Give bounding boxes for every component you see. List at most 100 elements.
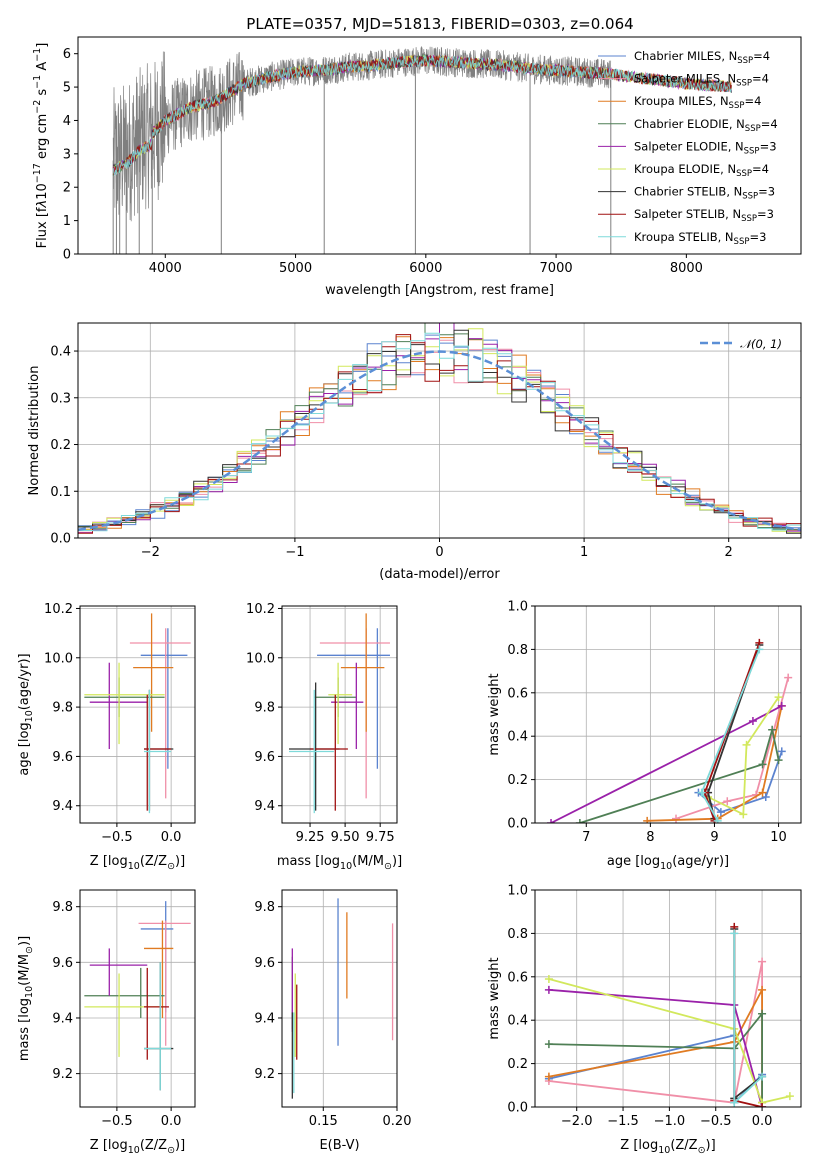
weight-series-line [548,1011,763,1107]
weight-point-marker [723,797,732,806]
errorbar-point [89,948,148,996]
errorbar-point [133,613,174,732]
y-axis-label: age [log10(age/yr)] [17,653,35,775]
legend-text: Chabrier MILES, N [634,49,737,63]
x-tick-label: 9.75 [366,830,395,845]
weight-series-line [548,978,791,1104]
residuals-marks [78,323,801,534]
y-tick-label: 1 [63,214,71,229]
x-axis-label: Z [log10(Z/Z⊙)] [90,1138,185,1156]
errorbar-point [144,920,174,1018]
spectrum-marks [112,46,732,254]
legend-text: Kroupa MILES, N [634,94,729,108]
legend-subscript: SSP [741,214,757,224]
errorbar-point [340,613,385,732]
weight-point-marker [785,1092,794,1101]
weight-series-line [707,696,780,816]
label-part: 10 [24,710,35,722]
y-tick-label: 1.0 [507,884,528,899]
label-part: )] [175,854,185,869]
y-axis-label: Flux [fλ10−17 erg cm−2 s−1 A−1] [32,43,50,249]
label-part: λ [35,200,50,209]
mass-vs-EBV-panel: 0.15 0.20 9.2 9.4 9.6 9.8 E(B-V) [254,889,411,1153]
mass-vs-Z-panel: −0.5 0.09.29.49.69.8Z [log10(Z/Z⊙)]mass [… [17,889,196,1156]
y-axis-label: mass weight [487,957,502,1039]
age-vs-mass-panel: 9.25 9.50 9.75 9.4 9.6 9.8 10.0 10.2 mass [log10… [246,602,402,872]
y-tick-label: 9.8 [254,701,275,716]
spectrum-title: PLATE=0357, MJD=51813, FIBERID=0303, z=0… [246,15,633,33]
weight-point-marker [730,929,739,938]
label-part: Z [log [620,1138,658,1153]
label-part: s [35,89,50,100]
x-axis-label: (data-model)/error [379,567,500,582]
model-spectrum-line [112,54,732,177]
weight-series-line [579,729,780,823]
label-part: 10 [35,183,50,200]
x-tick-label: 0.0 [752,1114,773,1129]
weight-point-marker [758,1103,767,1107]
label-part: ⊙ [384,861,392,872]
legend-entry: Kroupa STELIB, NSSP=3 [634,230,766,247]
y-tick-label: 9.4 [52,799,73,814]
residual-legend: 𝒩(0, 1) [700,337,782,351]
spectrum-panel: 4000 5000 6000 7000 8000 0 1 2 3 4 5 6 wavelength [A… [32,36,802,298]
y-tick-label: 3 [63,147,71,162]
legend-subscript: SSP [737,56,753,66]
weight-point-marker [575,819,584,823]
x-tick-label: 2 [725,545,733,560]
x-axis-label: age [log10(age/yr)] [607,854,729,872]
label-part: ⊙ [24,946,35,954]
y-tick-label: 10.0 [246,651,275,666]
legend-text: Chabrier STELIB, N [634,185,742,199]
axes-frame [281,605,398,824]
weight-point-marker [758,760,767,769]
axes-frame [534,605,802,824]
label-part: ⊙ [167,861,175,872]
x-axis-label: Z [log10(Z/Z⊙)] [620,1138,715,1156]
x-tick-label: 0.15 [309,1114,338,1129]
x-tick-label: −2.0 [561,1114,593,1129]
mass-vs-EBV-marks [291,898,394,1099]
legend-text: Kroupa ELODIE, N [634,162,736,176]
y-tick-label: 0 [63,248,71,263]
y-tick-label: 0.2 [507,773,528,788]
y-tick-label: 0.1 [50,485,71,500]
x-tick-label: 6000 [409,261,442,276]
weight-point-marker [768,725,777,734]
legend-entry: Salpeter MILES, NSSP=4 [634,72,769,89]
y-tick-label: 9.8 [52,701,73,716]
y-tick-label: 10.0 [44,651,73,666]
weight-point-marker [748,717,757,726]
legend-entry: Kroupa ELODIE, NSSP=4 [634,162,769,179]
y-axis-label: Normed distribution [27,366,42,496]
weight-series-line [675,677,790,820]
y-tick-label: 10.2 [246,602,275,617]
legend-entry: Chabrier ELODIE, NSSP=4 [634,117,778,134]
weight-point-marker [739,810,748,819]
legend-entry: Chabrier STELIB, NSSP=3 [634,185,775,202]
legend-text: =4 [752,162,769,176]
y-tick-label: 0.8 [507,643,528,658]
legend-subscript: SSP [736,79,752,89]
axes-frame [534,889,802,1108]
y-tick-label: 9.4 [254,799,275,814]
errorbar-point [144,967,169,1060]
y-tick-label: 10.2 [44,602,73,617]
legend-text: =3 [757,207,774,221]
y-tick-label: 9.2 [52,1067,73,1082]
errorbar-point [328,662,353,745]
label-part: age [log [17,722,32,775]
label-part: −1 [32,75,43,89]
legend-text: =4 [752,72,769,86]
label-part: 10 [128,1145,140,1156]
x-tick-label: 7000 [540,261,573,276]
weight-point-marker [544,985,553,994]
age-vs-Z-marks [84,613,191,814]
x-tick-label: 9 [710,830,718,845]
label-part: ⊙ [698,1145,706,1156]
weight-series-line [647,705,783,822]
errorbar-point [140,628,188,769]
label-part: 10 [340,861,352,872]
y-axis-label: mass weight [487,673,502,755]
